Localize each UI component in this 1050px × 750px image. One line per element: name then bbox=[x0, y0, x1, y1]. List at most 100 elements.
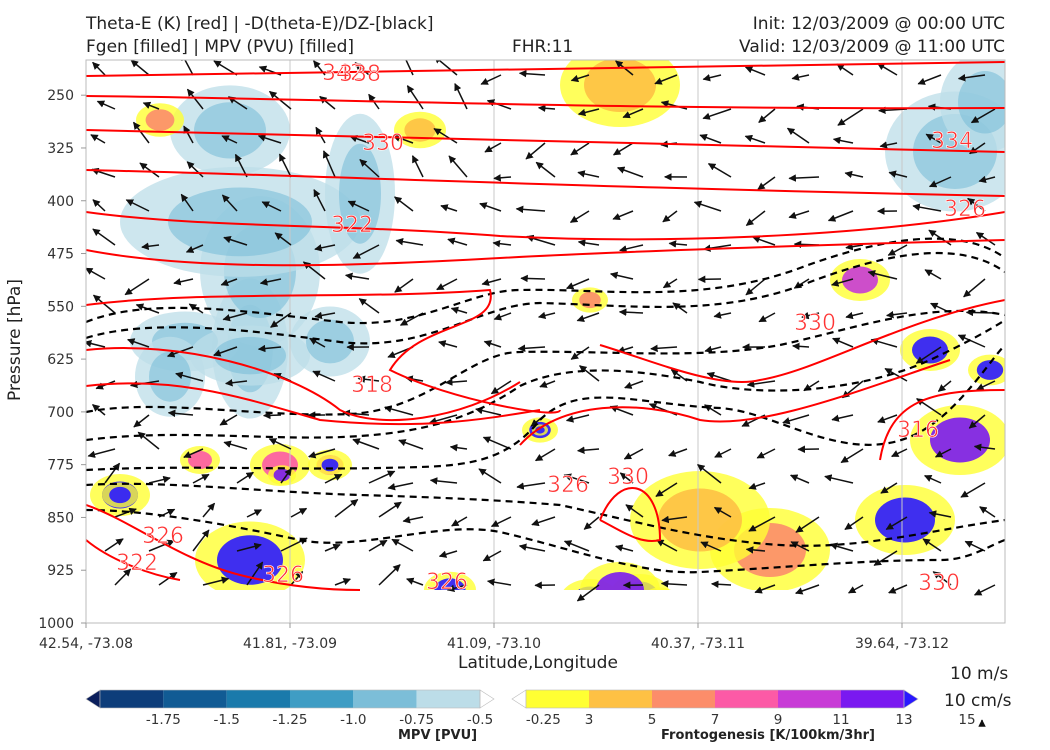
wind-arrow bbox=[622, 108, 644, 119]
wind-arrow bbox=[92, 199, 106, 212]
wind-arrow bbox=[378, 564, 401, 586]
wind-arrow bbox=[915, 346, 942, 364]
wind-arrow bbox=[836, 63, 854, 76]
wind-arrow bbox=[531, 516, 556, 527]
wind-arrow bbox=[438, 340, 458, 348]
frontogenesis-shading bbox=[584, 60, 656, 112]
wind-arrow bbox=[515, 205, 546, 214]
mpv-shading bbox=[958, 70, 1005, 134]
x-axis-label: Latitude,Longitude bbox=[458, 653, 618, 673]
wind-arrow bbox=[180, 193, 194, 212]
wind-arrow bbox=[827, 210, 854, 222]
wind-arrow bbox=[429, 477, 458, 485]
wind-arrow bbox=[406, 577, 424, 586]
wind-arrow bbox=[714, 448, 732, 458]
wind-arrow bbox=[960, 482, 986, 498]
wind-arrow bbox=[290, 507, 308, 518]
fgen-colorbar-extend-max bbox=[903, 689, 919, 709]
wind-arrow bbox=[576, 584, 600, 602]
theta-e-contour bbox=[599, 299, 1005, 383]
wind-arrow bbox=[352, 438, 380, 450]
wind-arrow bbox=[492, 239, 512, 248]
wind-arrow bbox=[114, 507, 137, 518]
fgen-colorbar-segment bbox=[841, 690, 904, 708]
wind-arrow bbox=[873, 550, 898, 566]
wind-arrow bbox=[92, 294, 116, 314]
wind-arrow bbox=[454, 83, 468, 110]
wind-arrow bbox=[831, 278, 854, 287]
dthetae-dz-contour bbox=[86, 508, 1005, 574]
wind-arrow bbox=[132, 121, 150, 144]
wind-arrow bbox=[257, 134, 282, 144]
wind-arrow bbox=[758, 312, 776, 323]
dthetae-dz-contour bbox=[86, 251, 1005, 345]
wind-arrow bbox=[447, 237, 468, 246]
wind-arrow bbox=[352, 244, 380, 259]
wind-arrow bbox=[236, 542, 262, 552]
wind-arrow bbox=[314, 311, 336, 320]
wind-arrow bbox=[660, 100, 688, 110]
wind-arrow bbox=[925, 133, 942, 144]
wind-arrow bbox=[222, 312, 248, 322]
wind-arrow bbox=[223, 440, 248, 450]
wind-arrow bbox=[86, 339, 106, 348]
wind-key-label-cms: 10 cm/s bbox=[944, 691, 1012, 711]
wind-arrow bbox=[672, 302, 688, 314]
theta-e-contour bbox=[599, 487, 662, 542]
theta-e-contour bbox=[86, 382, 541, 426]
wind-arrow bbox=[957, 334, 986, 348]
wind-arrow bbox=[786, 127, 810, 144]
wind-arrow bbox=[261, 201, 282, 212]
mpv-colorbar-title: MPV [PVU] bbox=[398, 728, 478, 743]
wind-arrow bbox=[450, 306, 468, 314]
wind-arrow bbox=[975, 231, 996, 246]
title-line1: Theta-E (K) [red] | -D(theta-E)/DZ-[blac… bbox=[86, 14, 434, 34]
wind-arrow bbox=[537, 104, 556, 113]
wind-arrow bbox=[565, 278, 590, 290]
wind-arrow bbox=[697, 463, 722, 484]
wind-arrow bbox=[406, 85, 424, 110]
wind-arrow bbox=[829, 542, 854, 552]
wind-arrow bbox=[570, 142, 590, 156]
wind-arrow bbox=[583, 516, 600, 530]
wind-arrow bbox=[433, 128, 458, 144]
wind-arrow bbox=[579, 365, 600, 382]
valid-time: Valid: 12/03/2009 @ 11:00 UTC bbox=[739, 37, 1005, 57]
wind-arrow bbox=[444, 378, 468, 386]
y-tick-label: 325 bbox=[47, 141, 74, 157]
wind-arrow bbox=[570, 74, 590, 83]
frontogenesis-shading bbox=[145, 109, 175, 131]
wind-arrow bbox=[309, 337, 326, 348]
mpv-colorbar-extend-min bbox=[85, 689, 101, 709]
mpv-colorbar-segment bbox=[290, 690, 354, 708]
wind-arrow bbox=[624, 380, 644, 389]
fgen-colorbar-extend-min bbox=[511, 689, 527, 709]
wind-arrow bbox=[928, 229, 952, 246]
wind-arrow bbox=[221, 135, 238, 144]
init-time: Init: 12/03/2009 @ 00:00 UTC bbox=[752, 14, 1005, 34]
fgen-colorbar-outline bbox=[525, 689, 905, 709]
wind-arrow bbox=[891, 448, 908, 458]
mpv-colorbar-tick-label: -0.75 bbox=[399, 712, 434, 728]
wind-arrow bbox=[782, 414, 810, 425]
theta-e-contour-label: 326 bbox=[426, 570, 468, 595]
wind-arrow bbox=[655, 482, 678, 497]
wind-arrow bbox=[973, 584, 996, 596]
wind-arrow bbox=[662, 210, 678, 223]
theta-e-contour-label: 322 bbox=[331, 213, 373, 238]
wind-arrow bbox=[440, 204, 458, 212]
y-axis-label: Pressure [hPa] bbox=[4, 279, 25, 401]
wind-arrow bbox=[114, 568, 132, 586]
wind-arrow bbox=[125, 199, 150, 212]
wind-arrow bbox=[577, 446, 600, 454]
forecast-hour: FHR:11 bbox=[512, 37, 574, 57]
mpv-colorbar-tick-label: -0.25 bbox=[526, 712, 561, 728]
wind-arrow bbox=[225, 379, 248, 387]
wind-arrow bbox=[234, 153, 248, 178]
wind-arrow bbox=[968, 414, 986, 429]
wind-arrow bbox=[322, 150, 336, 178]
wind-arrow bbox=[754, 584, 776, 594]
wind-arrow bbox=[246, 561, 264, 586]
wind-arrow bbox=[795, 516, 820, 533]
mpv-colorbar-segment bbox=[353, 690, 417, 708]
